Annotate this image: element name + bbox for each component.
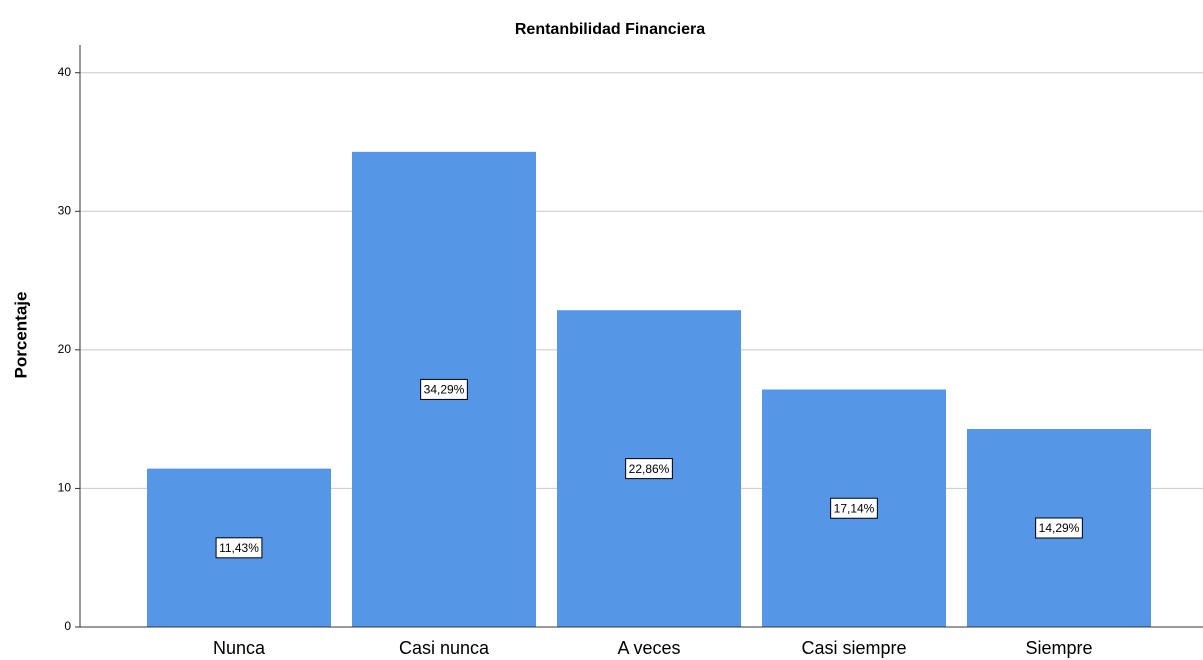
value-label-box [420,378,468,400]
y-axis-label: Porcentaje [11,292,30,379]
y-tick-label: 10 [58,481,72,495]
y-tick-label: 30 [58,203,72,217]
value-label: 34,29% [424,383,465,397]
x-tick-label: Nunca [213,638,266,658]
value-label: 22,86% [629,462,670,476]
value-label: 11,43% [219,541,259,555]
y-tick-label: 40 [58,65,72,79]
y-tick-label: 20 [58,342,72,356]
value-label-box [830,497,878,519]
x-tick-label: Siempre [1025,638,1092,658]
value-label-box [625,458,673,480]
y-tick-label: 0 [64,619,71,633]
value-label: 17,14% [834,501,875,515]
value-label-box [215,537,263,559]
chart-title: Rentanbilidad Financiera [515,21,705,38]
x-tick-label: A veces [617,638,680,658]
x-tick-label: Casi nunca [399,638,490,658]
x-tick-label: Casi siempre [801,638,906,658]
value-label: 14,29% [1039,521,1080,535]
value-label-box [1035,517,1083,539]
